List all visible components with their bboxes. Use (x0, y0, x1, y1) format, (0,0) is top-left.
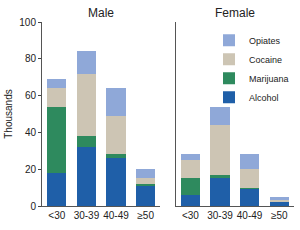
svg-text:<30: <30 (48, 210, 65, 221)
svg-text:30-39: 30-39 (74, 210, 100, 221)
svg-text:Cocaine: Cocaine (249, 55, 282, 65)
svg-text:≥50: ≥50 (271, 210, 288, 221)
svg-text:Thousands: Thousands (3, 89, 14, 138)
svg-text:40: 40 (25, 127, 37, 138)
svg-text:Female: Female (215, 6, 255, 20)
svg-text:80: 80 (25, 53, 37, 64)
svg-text:Male: Male (88, 6, 114, 20)
svg-text:0: 0 (30, 201, 36, 212)
svg-text:<30: <30 (182, 210, 199, 221)
svg-text:≥50: ≥50 (137, 210, 154, 221)
svg-text:60: 60 (25, 90, 37, 101)
svg-text:40-49: 40-49 (103, 210, 129, 221)
svg-text:Opiates: Opiates (249, 36, 281, 46)
svg-text:40-49: 40-49 (237, 210, 263, 221)
svg-text:20: 20 (25, 164, 37, 175)
svg-text:Alcohol: Alcohol (249, 93, 279, 103)
svg-text:100: 100 (19, 17, 36, 28)
svg-text:30-39: 30-39 (207, 210, 233, 221)
svg-text:Marijuana: Marijuana (249, 74, 289, 84)
